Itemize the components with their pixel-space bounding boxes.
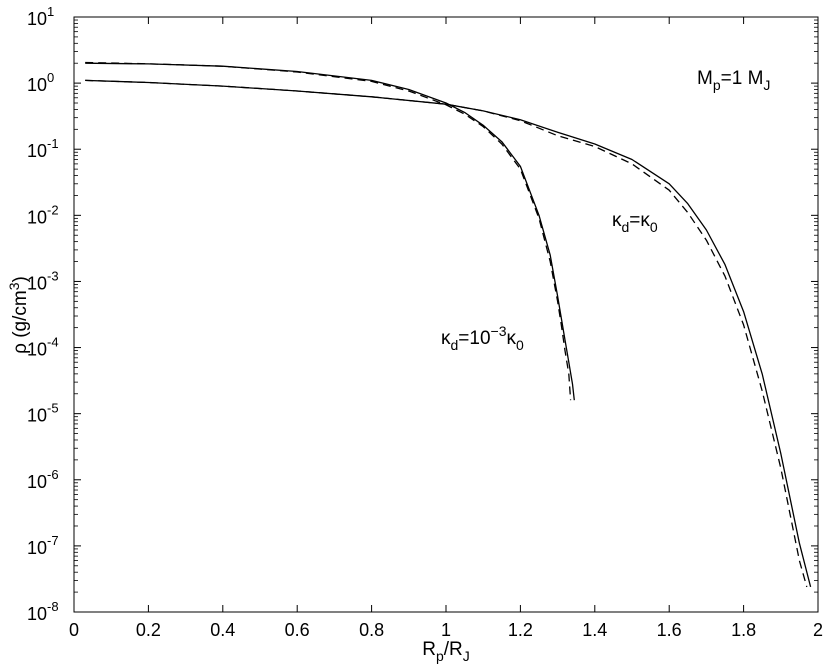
x-tick-label: 2: [813, 620, 823, 640]
y-tick-label: 10-6: [27, 467, 59, 492]
kappa-low-annotation: κd=10−3κ0: [441, 323, 524, 353]
y-tick-label: 10-1: [27, 136, 59, 161]
x-tick-label: 0.8: [359, 620, 384, 640]
y-tick-label: 10-5: [27, 401, 59, 426]
kappa-equal-annotation: κd=κ0: [612, 210, 658, 235]
series-line-1-solid: [85, 62, 575, 401]
x-tick-label: 0.6: [285, 620, 310, 640]
y-tick-label: 10-7: [27, 533, 59, 558]
y-tick-label: 101: [27, 4, 54, 29]
x-axis-ticks: 0 0.2 0.4 0.6 0.8 1 1.2 1.4 1.6 1.8 2: [69, 17, 823, 640]
y-tick-label: 10-4: [27, 335, 59, 360]
x-axis-label: Rp/RJ: [422, 639, 470, 664]
y-tick-label: 10-8: [27, 599, 59, 624]
plot-frame: [73, 16, 819, 613]
series-line-2-dashed: [85, 61, 572, 401]
x-tick-label: 1.8: [731, 620, 756, 640]
data-series: [85, 61, 812, 588]
y-tick-label: 100: [27, 70, 54, 95]
y-axis-label: ρ (g/cm3): [6, 276, 31, 354]
x-tick-label: 1.4: [582, 620, 607, 640]
x-tick-label: 0.4: [210, 620, 235, 640]
x-tick-label: 1.2: [508, 620, 533, 640]
series-line-4-dashed: [85, 79, 808, 588]
x-tick-label: 1: [441, 620, 451, 640]
x-tick-label: 1.6: [657, 620, 682, 640]
y-tick-label: 10-3: [27, 268, 59, 293]
x-tick-label: 0.2: [136, 620, 161, 640]
y-axis-ticks: 101 100 10-1 10-2 10-3 10-4 10-5 10-6 10-7 10-8: [27, 4, 818, 624]
y-tick-label: 10-2: [27, 202, 59, 227]
x-tick-label: 0: [69, 620, 79, 640]
mass-annotation: Mp=1 MJ: [697, 68, 770, 93]
